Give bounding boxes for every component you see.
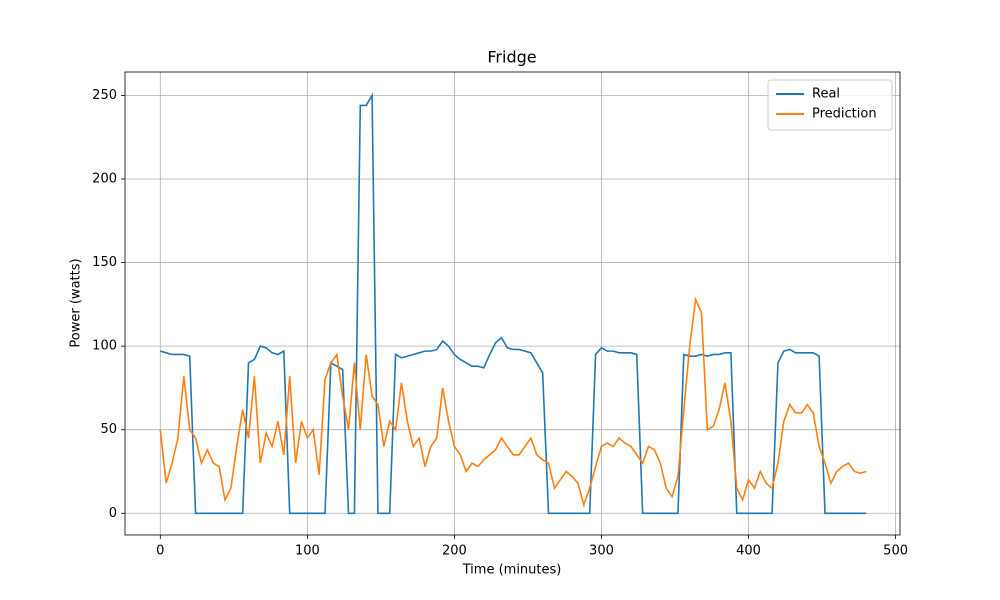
legend: Real Prediction bbox=[767, 79, 893, 131]
legend-box bbox=[767, 79, 893, 131]
plot-frame bbox=[124, 71, 901, 536]
y-tick-label: 200 bbox=[92, 171, 117, 186]
x-tick-label: 300 bbox=[589, 544, 614, 559]
chart-title: Fridge bbox=[487, 48, 536, 67]
x-tick-label: 500 bbox=[883, 544, 908, 559]
series-line bbox=[160, 92, 867, 515]
series-line bbox=[159, 296, 867, 508]
y-tick-label: 150 bbox=[92, 255, 117, 270]
x-tick-label: 200 bbox=[442, 544, 467, 559]
y-tick-label: 100 bbox=[92, 339, 117, 354]
y-tick-label: 0 bbox=[109, 506, 117, 521]
y-axis-label: Power (watts) bbox=[69, 258, 84, 347]
x-tick-label: 400 bbox=[736, 544, 761, 559]
y-tick-label: 50 bbox=[100, 422, 117, 437]
y-tick-label: 250 bbox=[92, 88, 117, 103]
x-tick-label: 100 bbox=[295, 544, 320, 559]
legend-label: Real bbox=[812, 87, 840, 102]
x-tick-label: 0 bbox=[156, 544, 164, 559]
legend-label: Prediction bbox=[812, 107, 877, 122]
x-axis-label: Time (minutes) bbox=[462, 563, 562, 578]
